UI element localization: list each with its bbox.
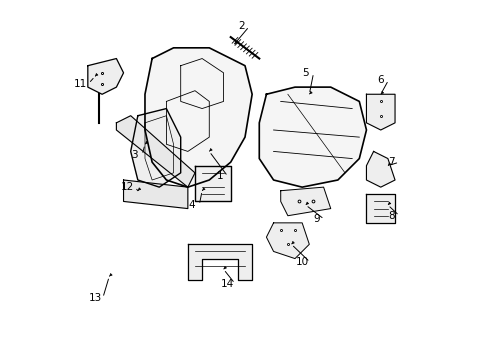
Polygon shape — [259, 87, 367, 187]
Text: 10: 10 — [295, 257, 309, 267]
Polygon shape — [117, 116, 195, 187]
Text: 1: 1 — [217, 171, 223, 181]
Text: 6: 6 — [377, 75, 384, 85]
Text: 3: 3 — [131, 150, 138, 160]
Text: 2: 2 — [238, 21, 245, 31]
Text: 4: 4 — [188, 200, 195, 210]
Polygon shape — [281, 187, 331, 216]
Text: 12: 12 — [121, 182, 134, 192]
Text: 14: 14 — [220, 279, 234, 289]
Text: 13: 13 — [88, 293, 101, 303]
Text: 8: 8 — [388, 211, 395, 221]
Text: 9: 9 — [313, 214, 320, 224]
Text: 11: 11 — [74, 78, 87, 89]
Polygon shape — [145, 48, 252, 187]
Text: 7: 7 — [388, 157, 395, 167]
Polygon shape — [188, 244, 252, 280]
Polygon shape — [267, 223, 309, 258]
Polygon shape — [123, 180, 188, 208]
Polygon shape — [131, 109, 181, 187]
Polygon shape — [367, 152, 395, 187]
Polygon shape — [88, 59, 123, 94]
Text: 5: 5 — [302, 68, 309, 78]
Polygon shape — [367, 94, 395, 130]
Polygon shape — [367, 194, 395, 223]
Polygon shape — [195, 166, 231, 202]
